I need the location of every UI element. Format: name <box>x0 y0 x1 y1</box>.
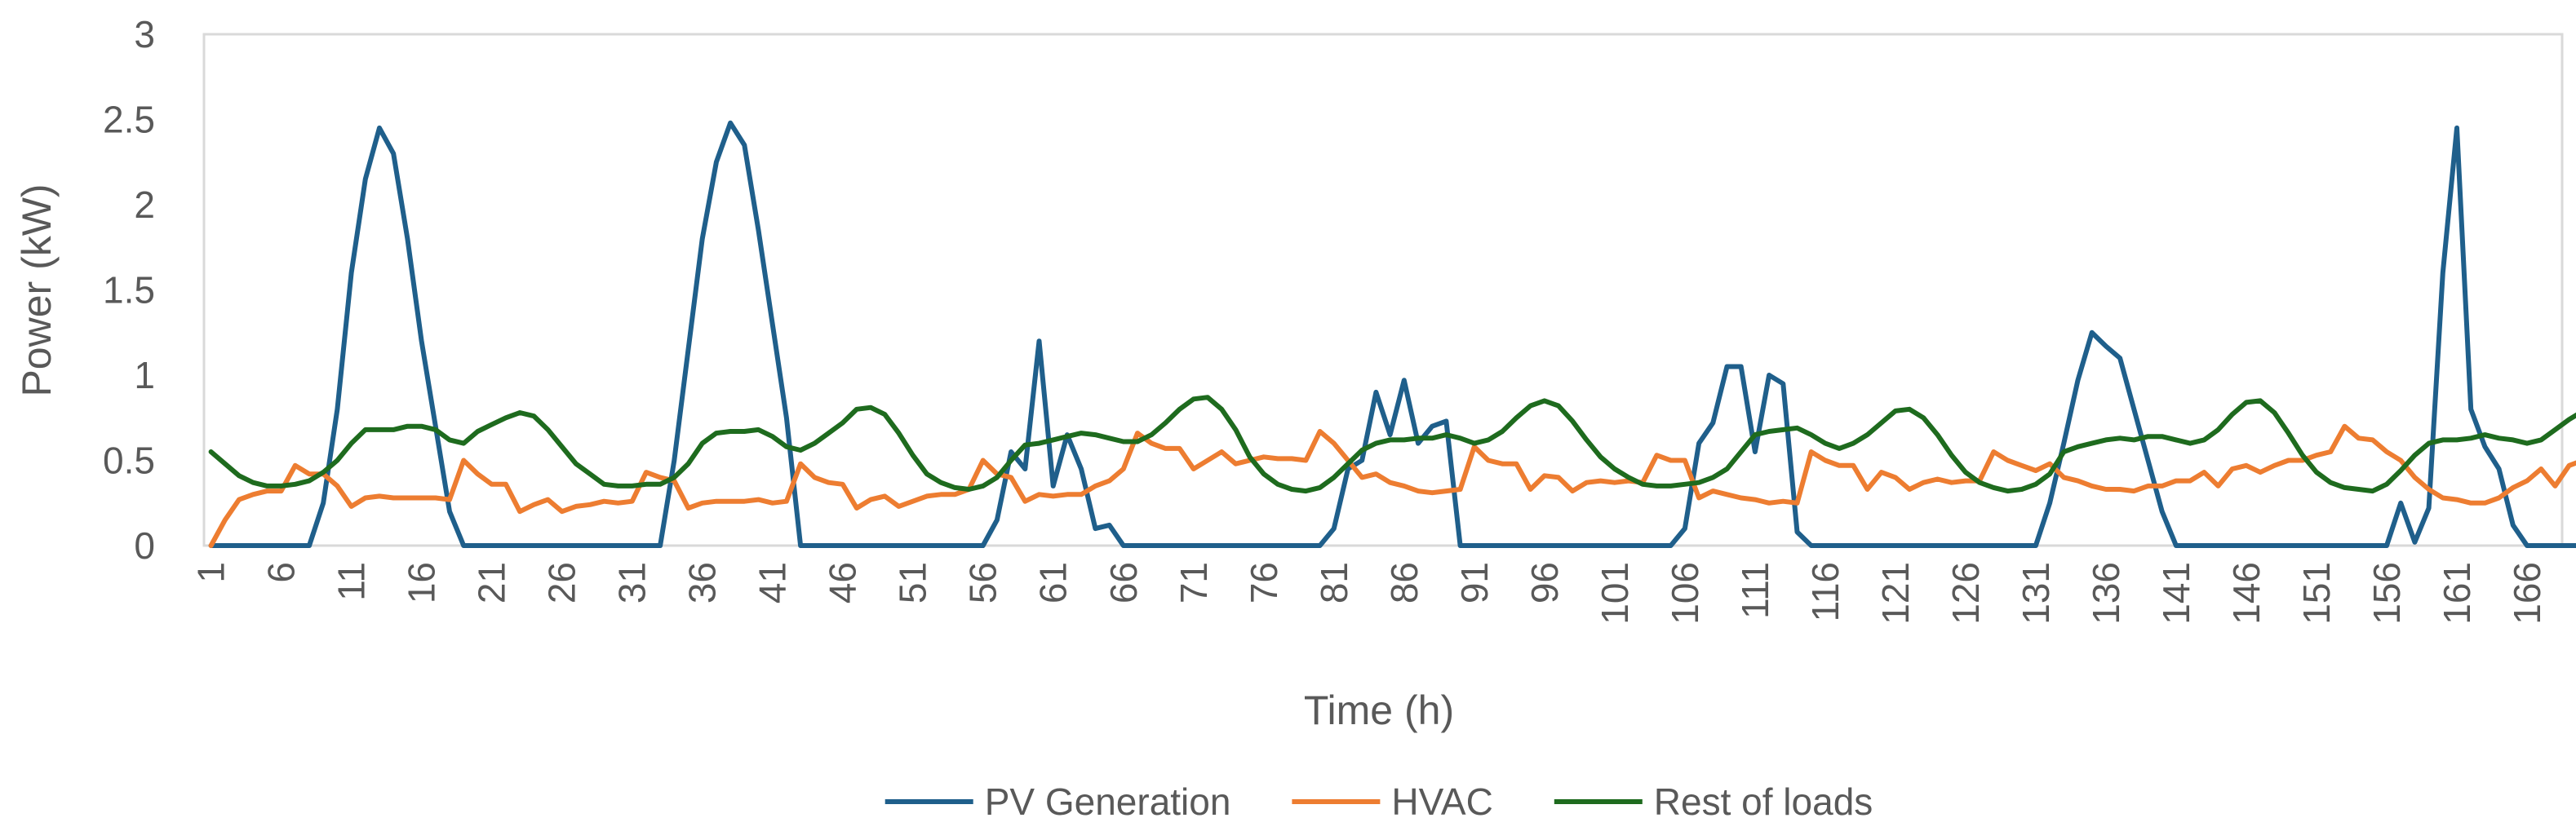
x-tick-label: 26 <box>541 562 583 603</box>
legend: PV Generation HVAC Rest of loads <box>885 780 1873 823</box>
y-axis-ticks: 0 0.5 1 1.5 2 2.5 3 <box>103 13 155 567</box>
x-tick-label: 51 <box>892 562 934 603</box>
y-tick-label: 0 <box>134 524 155 567</box>
x-tick-label: 6 <box>260 562 303 583</box>
x-tick-label: 61 <box>1032 562 1075 603</box>
x-tick-label: 1 <box>190 562 233 583</box>
x-tick-label: 21 <box>471 562 513 603</box>
x-tick-label: 71 <box>1173 562 1215 603</box>
x-tick-label: 156 <box>2365 562 2408 625</box>
x-tick-label: 36 <box>681 562 724 603</box>
x-tick-label: 96 <box>1523 562 1566 603</box>
x-tick-label: 81 <box>1313 562 1355 603</box>
x-axis-ticks: 1 6 11 16 21 26 31 36 41 46 51 56 61 66 71 76 81 86 91 96 10… <box>190 562 2548 625</box>
y-tick-label: 3 <box>134 13 155 55</box>
y-tick-label: 2 <box>134 183 155 226</box>
x-tick-label: 121 <box>1874 562 1917 625</box>
x-tick-label: 116 <box>1804 562 1847 621</box>
x-tick-label: 76 <box>1243 562 1285 603</box>
y-axis-title: Power (kW) <box>14 183 60 396</box>
series-line-hvac <box>208 423 2576 548</box>
legend-item: HVAC <box>1292 780 1493 823</box>
legend-label: PV Generation <box>985 780 1231 823</box>
series-line-rest-of-loads <box>208 395 2576 494</box>
x-tick-label: 11 <box>330 562 373 601</box>
y-tick-label: 1.5 <box>103 269 155 312</box>
x-tick-label: 16 <box>401 562 443 603</box>
plot-area-border <box>202 33 2564 547</box>
y-tick-label: 0.5 <box>103 440 155 482</box>
legend-label: Rest of loads <box>1654 780 1873 823</box>
x-tick-label: 31 <box>611 562 654 603</box>
x-tick-label: 46 <box>822 562 864 603</box>
x-tick-label: 86 <box>1383 562 1425 603</box>
x-tick-label: 131 <box>2015 562 2057 625</box>
x-tick-label: 166 <box>2506 562 2548 625</box>
legend-label: HVAC <box>1391 780 1492 823</box>
x-tick-label: 111 <box>1734 562 1776 619</box>
y-tick-label: 2.5 <box>103 99 155 141</box>
x-tick-label: 141 <box>2155 562 2197 625</box>
x-tick-label: 91 <box>1453 562 1496 603</box>
x-axis-title: Time (h) <box>1304 687 1454 733</box>
x-tick-label: 106 <box>1664 562 1706 625</box>
x-tick-label: 66 <box>1102 562 1145 603</box>
x-tick-label: 41 <box>752 562 794 603</box>
x-tick-label: 101 <box>1594 562 1636 625</box>
x-tick-label: 161 <box>2436 562 2478 625</box>
series-layer <box>208 120 2576 548</box>
x-tick-label: 151 <box>2295 562 2338 625</box>
x-tick-label: 136 <box>2085 562 2127 625</box>
legend-item: Rest of loads <box>1554 780 1873 823</box>
x-tick-label: 56 <box>962 562 1004 603</box>
legend-item: PV Generation <box>885 780 1231 823</box>
x-tick-label: 126 <box>1944 562 1987 625</box>
y-tick-label: 1 <box>134 354 155 396</box>
series-line-pv-generation <box>208 120 2576 548</box>
x-tick-label: 146 <box>2225 562 2268 625</box>
